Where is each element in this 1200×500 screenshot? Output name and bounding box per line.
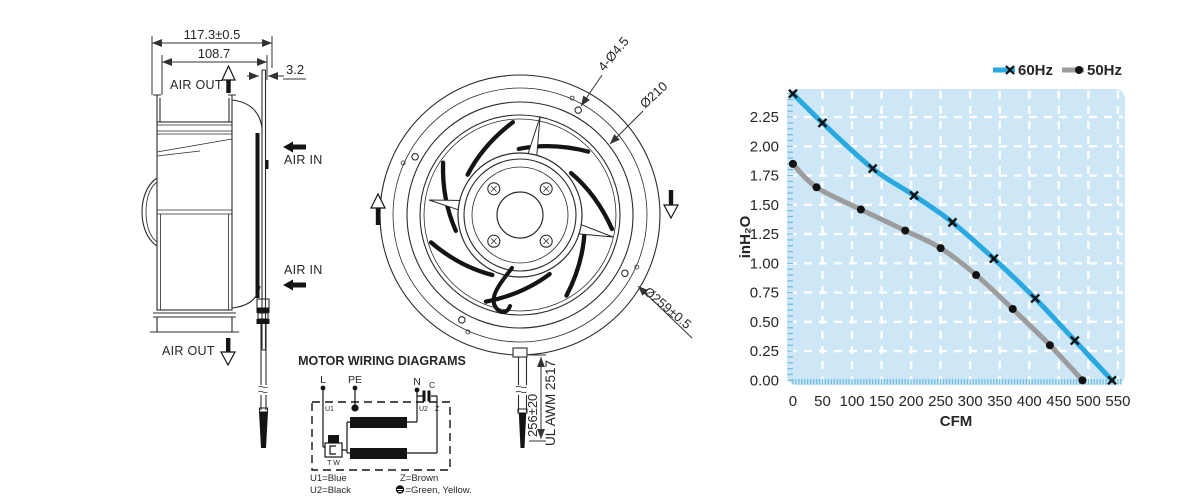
- side-cable: [256, 298, 270, 448]
- x-tick-label: 500: [1076, 393, 1101, 410]
- y-tick-label: 0.50: [750, 314, 779, 331]
- front-dimension-labels: 4-Ø4.5 Ø210 Ø259±0.5: [580, 34, 694, 339]
- minor-ticks: [787, 93, 1122, 385]
- wiring-schematic: [311, 385, 451, 471]
- terminal-l: L: [320, 374, 326, 386]
- internal-wire: [491, 266, 514, 315]
- wiring-legend: U1=Blue U2=Black Z=Brown =Green, Yellow.: [310, 473, 472, 496]
- motor-hub: [457, 152, 583, 315]
- x-tick-label: 400: [1017, 393, 1042, 410]
- markers-60Hz: [788, 88, 1117, 386]
- cable-spec: UL AWM 2517: [543, 360, 558, 446]
- x-tick-label: 550: [1105, 393, 1130, 410]
- legend-z: Z=Brown: [400, 473, 438, 484]
- label-tw: T W: [327, 460, 340, 467]
- y-tick-label: 1.00: [750, 255, 779, 272]
- air-in-lower-label: AIR IN: [284, 263, 323, 277]
- air-in-upper-label: AIR IN: [284, 153, 323, 167]
- x-axis-label: CFM: [940, 413, 973, 430]
- y-tick-label: 0.00: [750, 372, 779, 389]
- dim-cable-length: 256±20: [525, 394, 540, 437]
- side-housing: [141, 69, 269, 351]
- label-u1: U1: [325, 406, 334, 413]
- earth-icon: [395, 485, 405, 494]
- legend-u1: U1=Blue: [310, 473, 347, 484]
- mounting-holes: [400, 95, 640, 335]
- thermal-protector: [324, 442, 343, 458]
- x-tick-label: 350: [987, 393, 1012, 410]
- markers-50Hz: [788, 159, 1087, 385]
- x-tick-label: 200: [899, 393, 924, 410]
- rotation-arrows: [370, 190, 680, 225]
- y-axis-label: inH₂O: [737, 215, 754, 258]
- inlet-ring-bar: [255, 133, 260, 298]
- terminal-n: N: [413, 376, 421, 388]
- front-view-drawing: 256±20 UL AWM 2517 4-Ø4.5 Ø210 Ø259±0.5: [370, 34, 694, 448]
- earth-point: [351, 404, 359, 412]
- legend-label-60Hz: 60Hz: [1018, 62, 1053, 79]
- x-tick-label: 450: [1046, 393, 1071, 410]
- blade-spokes: [428, 116, 614, 238]
- grid-lines: [789, 91, 1123, 383]
- front-cable: 256±20 UL AWM 2517: [512, 347, 558, 448]
- air-in-upper-arrow: [283, 141, 306, 153]
- air-out-bottom-label: AIR OUT: [162, 344, 215, 358]
- wiring-terminal-labels: L PE N C U1 U2 Z T W: [320, 374, 440, 467]
- x-tick-label: 100: [839, 393, 864, 410]
- dim-outer-diameter: Ø259±0.5: [641, 284, 694, 332]
- tick-labels: 0 50 100 150 200 250 300 350 400 450 500 5500.000.2…: [750, 109, 1131, 410]
- x-tick-label: 150: [869, 393, 894, 410]
- capacitor-plate: [427, 390, 431, 402]
- performance-chart: 0 50 100 150 200 250 300 350 400 450 500 5500.000.2…: [737, 62, 1131, 430]
- wire-end: [259, 412, 268, 448]
- y-tick-label: 1.25: [750, 226, 779, 243]
- x-tick-label: 300: [958, 393, 983, 410]
- y-tick-label: 1.50: [750, 197, 779, 214]
- x-tick-label: 0: [789, 393, 797, 410]
- capacitor-label: C: [429, 380, 435, 390]
- dim-total-width: 117.3±0.5: [184, 27, 241, 42]
- chart-legend: 60Hz 50Hz: [993, 62, 1122, 79]
- legend-pe: =Green, Yellow.: [406, 485, 472, 496]
- y-tick-label: 2.00: [750, 138, 779, 155]
- dim-bolt-circle: Ø210: [637, 79, 670, 112]
- label-u2: U2: [419, 406, 428, 413]
- airflow-labels: AIR OUT AIR IN AIR IN AIR OUT: [162, 64, 323, 367]
- y-tick-label: 0.25: [750, 343, 779, 360]
- wiring-title: MOTOR WIRING DIAGRAMS: [298, 354, 466, 368]
- legend-u2: U2=Black: [310, 485, 351, 496]
- shaft-hole: [496, 191, 544, 239]
- plot-area: [787, 89, 1125, 385]
- air-out-bottom-arrow: [219, 338, 237, 367]
- dim-outlet-width: 108.7: [198, 46, 231, 61]
- winding-main: [350, 417, 407, 428]
- capacitor-plate: [422, 390, 426, 402]
- y-tick-label: 0.75: [750, 285, 779, 302]
- x-tick-label: 250: [928, 393, 953, 410]
- y-tick-label: 2.25: [750, 109, 779, 126]
- winding-aux: [350, 448, 407, 459]
- dim-mounting-holes: 4-Ø4.5: [595, 34, 632, 74]
- legend-label-50Hz: 50Hz: [1087, 62, 1122, 79]
- air-out-top-arrow: [221, 64, 236, 93]
- air-out-top-label: AIR OUT: [170, 78, 223, 92]
- air-in-lower-arrow: [283, 279, 306, 291]
- dim-plate-thickness: 3.2: [286, 62, 304, 77]
- hub-screws: [487, 182, 553, 248]
- side-view-drawing: 117.3±0.5 108.7 3.2 AIR OUT: [141, 27, 323, 448]
- terminal-pe: PE: [348, 374, 362, 386]
- label-z: Z: [435, 406, 440, 413]
- motor-wiring-diagram: MOTOR WIRING DIAGRAMS L PE N C U1: [298, 354, 472, 496]
- y-tick-label: 1.75: [750, 168, 779, 185]
- x-tick-label: 50: [814, 393, 831, 410]
- side-dimensions: 117.3±0.5 108.7 3.2: [151, 27, 306, 95]
